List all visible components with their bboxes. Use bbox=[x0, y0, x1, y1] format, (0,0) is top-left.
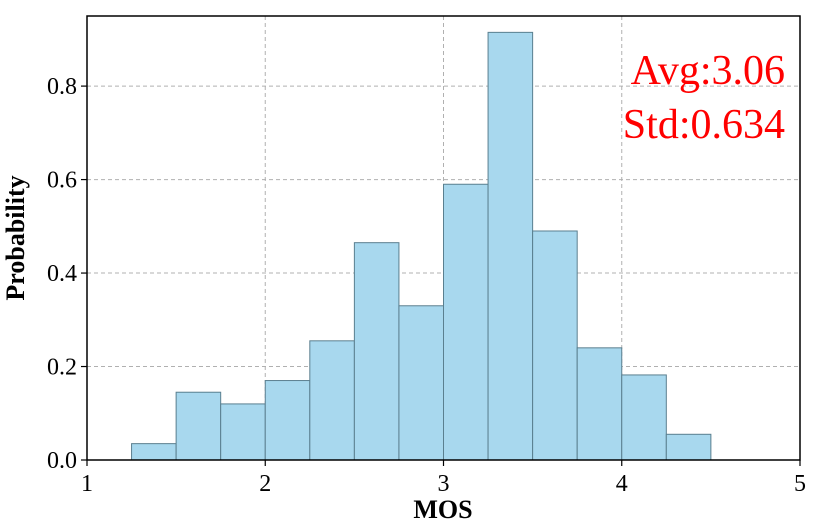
x-tick-label: 1 bbox=[81, 471, 93, 497]
histogram-bar bbox=[175, 391, 222, 461]
y-axis-label: Probability bbox=[1, 175, 30, 300]
histogram-bar bbox=[576, 347, 623, 461]
histogram-bar bbox=[621, 374, 667, 461]
histogram-bar bbox=[398, 305, 444, 461]
grid-lines bbox=[87, 16, 800, 460]
histogram-bar bbox=[264, 380, 311, 461]
y-tick-label: 0.2 bbox=[47, 355, 77, 381]
y-tick-label: 0.0 bbox=[47, 448, 77, 474]
x-tick-label: 4 bbox=[616, 471, 628, 497]
histogram-bar bbox=[131, 443, 177, 461]
histogram-bar bbox=[443, 183, 489, 461]
x-tick-label: 3 bbox=[438, 471, 450, 497]
histogram-bars bbox=[131, 31, 712, 461]
histogram-bar bbox=[532, 230, 578, 461]
x-tick-label: 2 bbox=[259, 471, 271, 497]
histogram-bar bbox=[309, 340, 355, 461]
histogram-bar bbox=[220, 403, 266, 461]
x-tick-label: 5 bbox=[794, 471, 806, 497]
histogram-bar bbox=[665, 433, 712, 461]
y-tick-label: 0.8 bbox=[47, 74, 77, 100]
std-annotation: Std:0.634 bbox=[623, 102, 785, 148]
histogram-bar bbox=[487, 31, 534, 461]
histogram-bar bbox=[353, 242, 400, 461]
x-axis-ticks: 1 2 3 4 5 bbox=[81, 460, 806, 497]
y-axis-ticks: 0.0 0.2 0.4 0.6 0.8 bbox=[47, 74, 87, 474]
y-tick-label: 0.6 bbox=[47, 168, 77, 194]
x-axis-label: MOS bbox=[413, 495, 472, 522]
average-annotation: Avg:3.06 bbox=[631, 48, 785, 94]
y-tick-label: 0.4 bbox=[47, 261, 77, 287]
